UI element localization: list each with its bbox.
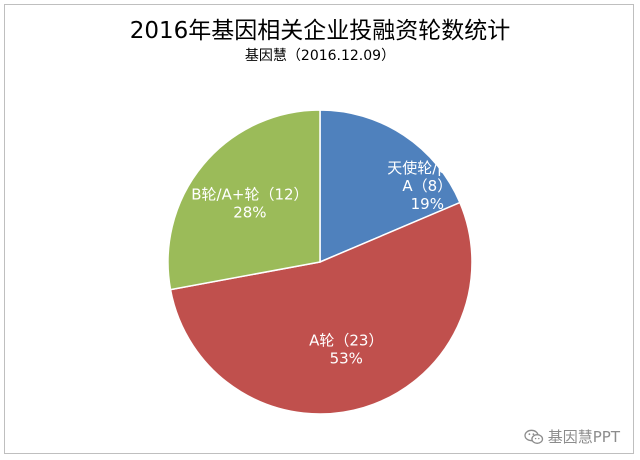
slice-label: 天使轮/pre-A（8） 19%: [387, 159, 467, 213]
slice-label-line: B轮/A+轮（12）: [191, 186, 308, 204]
slice-label-line: 天使轮/pre-: [387, 159, 467, 177]
slice-percent: 19%: [411, 195, 444, 213]
slice-percent: 28%: [233, 204, 266, 222]
chart-subtitle: 基因慧（2016.12.09）: [244, 48, 396, 64]
watermark-text: 基因慧PPT: [547, 428, 620, 446]
slice-label-line: A轮（23）: [309, 331, 383, 349]
watermark: 基因慧PPT: [524, 426, 620, 447]
slice-label: B轮/A+轮（12） 28%: [191, 186, 308, 222]
pie-slice: [319, 109, 461, 264]
pie-slice: [169, 201, 473, 415]
pie-slice: [167, 109, 321, 291]
slice-label-line: A（8）: [402, 177, 452, 195]
slice-percent: 53%: [330, 349, 363, 367]
wechat-icon: [524, 429, 543, 444]
chart-frame: [4, 4, 634, 454]
slice-label: A轮（23） 53%: [309, 331, 383, 367]
chart-title: 2016年基因相关企业投融资轮数统计: [129, 18, 511, 44]
